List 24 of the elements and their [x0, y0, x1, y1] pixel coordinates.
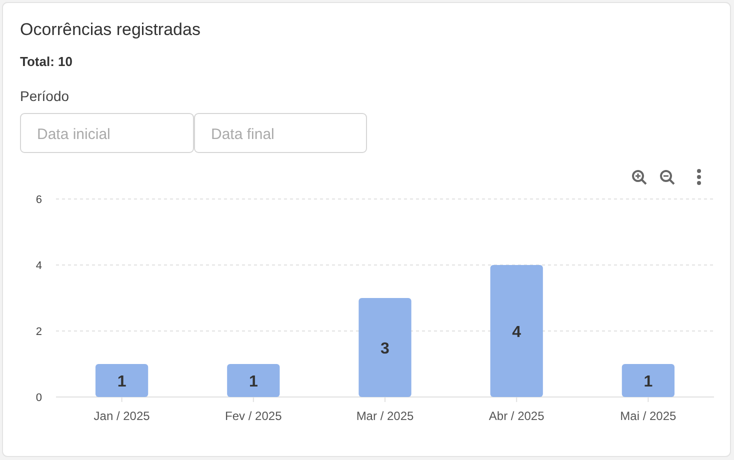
x-tick-label: Mar / 2025 [356, 409, 414, 423]
bar [490, 265, 543, 397]
y-tick-label: 2 [36, 326, 42, 338]
y-tick-label: 6 [36, 194, 42, 206]
data-label: 1 [644, 374, 653, 390]
data-label: 3 [380, 340, 390, 358]
bar [95, 364, 148, 397]
data-label: 1 [248, 374, 258, 390]
x-tick-label: Jan / 2025 [94, 409, 150, 423]
y-tick-label: 0 [36, 392, 42, 404]
data-label: 4 [512, 324, 522, 341]
text: Data final [211, 126, 274, 143]
text: Data inicial [37, 126, 110, 143]
bar [622, 364, 675, 397]
data-label: 1 [117, 374, 126, 390]
y-tick-label: 4 [36, 260, 42, 272]
chart-title: Ocorrências registradas [20, 20, 200, 39]
text: Período [20, 88, 70, 104]
bar [227, 364, 280, 397]
bar [358, 298, 412, 397]
x-tick-label: Fev / 2025 [225, 409, 282, 423]
x-tick-label: Abr / 2025 [488, 409, 545, 423]
chart-subtitle: Total: 10 [20, 54, 72, 69]
x-tick-label: Mai / 2025 [620, 409, 677, 423]
